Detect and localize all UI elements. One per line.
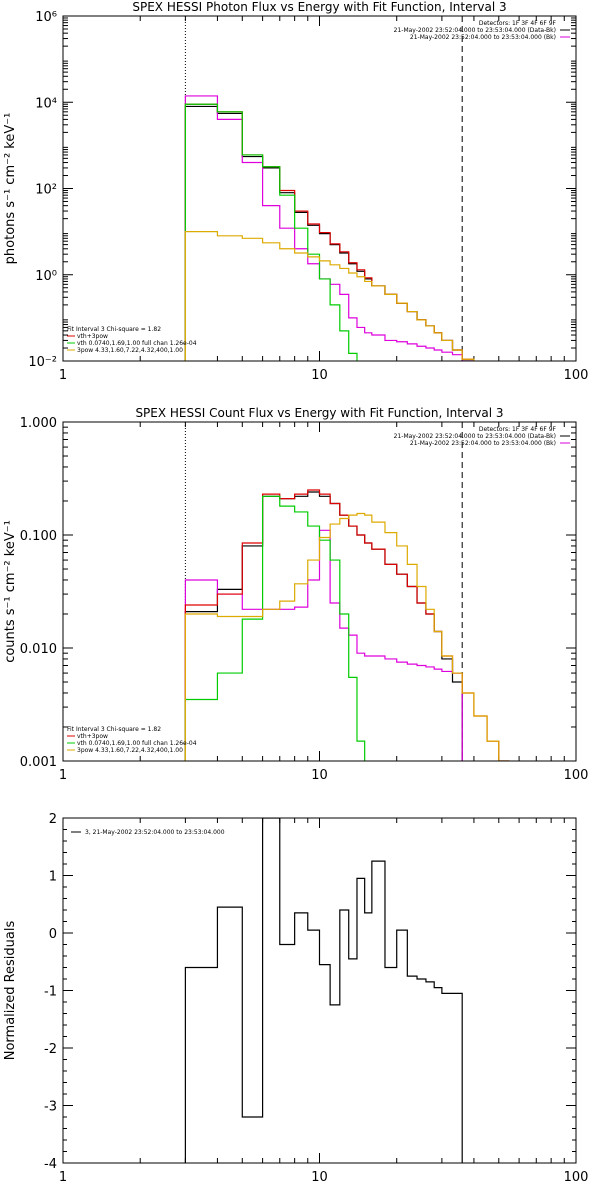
series-group bbox=[184, 818, 463, 1163]
x-tick-label: 10 bbox=[311, 368, 328, 383]
legend-bottom-entry: 3pow 4.33,1.60,7.22,4.32,400,1.00 bbox=[77, 747, 183, 754]
series-group bbox=[184, 489, 510, 761]
legend-bottom-entry: 3pow 4.33,1.60,7.22,4.32,400,1.00 bbox=[77, 347, 183, 354]
legend-bottom-entry: vth 0.0740,1.69,1.00 full chan 1.26e-04 bbox=[77, 340, 197, 347]
plot-frame bbox=[62, 817, 577, 1164]
legend-entry: 3, 21-May-2002 23:52:04.000 to 23:53:04.… bbox=[85, 829, 225, 836]
legend-bottom-entry: vth+3pow bbox=[77, 333, 108, 340]
y-axis-label: photons s⁻¹ cm⁻² keV⁻¹ bbox=[3, 113, 18, 265]
panel-title: SPEX HESSI Count Flux vs Energy with Fit… bbox=[135, 406, 503, 420]
y-tick-label: 0.001 bbox=[20, 755, 57, 770]
x-tick-label: 100 bbox=[564, 1170, 589, 1185]
y-tick-label: 10⁴ bbox=[35, 96, 57, 111]
y-tick-label: -1 bbox=[44, 985, 57, 1000]
legend-bottom-entry: Fit Interval 3 Chi-square = 1.82 bbox=[67, 726, 161, 733]
series-bk-line bbox=[184, 95, 474, 361]
legend-bottom-entry: vth+3pow bbox=[77, 733, 108, 740]
x-tick-label: 100 bbox=[564, 768, 589, 783]
y-axis-label: Normalized Residuals bbox=[3, 921, 18, 1061]
y-tick-label: -2 bbox=[44, 1042, 57, 1057]
x-tick-label: 1 bbox=[59, 368, 67, 383]
panel-1: SPEX HESSI Photon Flux vs Energy with Fi… bbox=[3, 0, 588, 383]
y-tick-label: 10² bbox=[35, 183, 57, 198]
x-tick-label: 1 bbox=[59, 768, 67, 783]
series-vth-3pow-line bbox=[184, 489, 510, 761]
legend-top-entry: Detectors: 1F 3F 4F 6F 9F bbox=[479, 426, 557, 433]
plot-frame bbox=[62, 15, 577, 362]
series-vth-line bbox=[184, 103, 373, 361]
legend-top-entry: 21-May-2002 23:52:04.000 to 23:53:04.000… bbox=[410, 34, 556, 41]
y-tick-label: 0.100 bbox=[20, 529, 57, 544]
y-tick-label: 1.000 bbox=[20, 416, 57, 431]
y-tick-label: 10⁶ bbox=[35, 10, 57, 25]
y-tick-label: 0 bbox=[49, 927, 57, 942]
x-tick-label: 10 bbox=[311, 768, 328, 783]
legend-top-entry: 21-May-2002 23:52:04.000 to 23:53:04.000… bbox=[410, 440, 556, 447]
series-data-bk-line bbox=[184, 491, 463, 761]
legend-bottom-entry: Fit Interval 3 Chi-square = 1.82 bbox=[67, 326, 161, 333]
y-tick-label: -3 bbox=[44, 1100, 57, 1115]
panel-title: SPEX HESSI Photon Flux vs Energy with Fi… bbox=[132, 0, 506, 14]
x-tick-label: 10 bbox=[311, 1170, 328, 1185]
series-vth-line bbox=[184, 495, 373, 761]
series-group bbox=[184, 95, 520, 361]
series-residuals-line bbox=[184, 818, 463, 1163]
legend-top-entry: 21-May-2002 23:52:04.000 to 23:53:04.000… bbox=[394, 433, 556, 440]
y-tick-label: 10⁰ bbox=[35, 269, 57, 284]
y-axis-label: counts s⁻¹ cm⁻² keV⁻¹ bbox=[3, 520, 18, 663]
plot-frame bbox=[62, 421, 577, 762]
y-tick-label: 1 bbox=[49, 870, 57, 885]
series-bk-line bbox=[184, 529, 463, 761]
legend-top-entry: Detectors: 1F 3F 4F 6F 9F bbox=[479, 20, 557, 27]
y-tick-label: -4 bbox=[44, 1157, 57, 1172]
series-vth-3pow-line bbox=[184, 103, 520, 361]
y-tick-label: 10⁻² bbox=[28, 355, 57, 370]
y-tick-label: 0.010 bbox=[20, 642, 57, 657]
legend-top-entry: 21-May-2002 23:52:04.000 to 23:53:04.000… bbox=[394, 27, 556, 34]
series-3pow-line bbox=[184, 231, 520, 361]
series-3pow-line bbox=[184, 512, 510, 761]
x-tick-label: 100 bbox=[564, 368, 589, 383]
legend-bottom-entry: vth 0.0740,1.69,1.00 full chan 1.26e-04 bbox=[77, 740, 197, 747]
panel-2: SPEX HESSI Count Flux vs Energy with Fit… bbox=[3, 406, 588, 783]
panel-3: 1 10 100 -4 -3 -2 -1 0 1 2 Normalized Residuals 3, … bbox=[3, 812, 588, 1185]
y-tick-label: 2 bbox=[49, 812, 57, 827]
x-tick-label: 1 bbox=[59, 1170, 67, 1185]
